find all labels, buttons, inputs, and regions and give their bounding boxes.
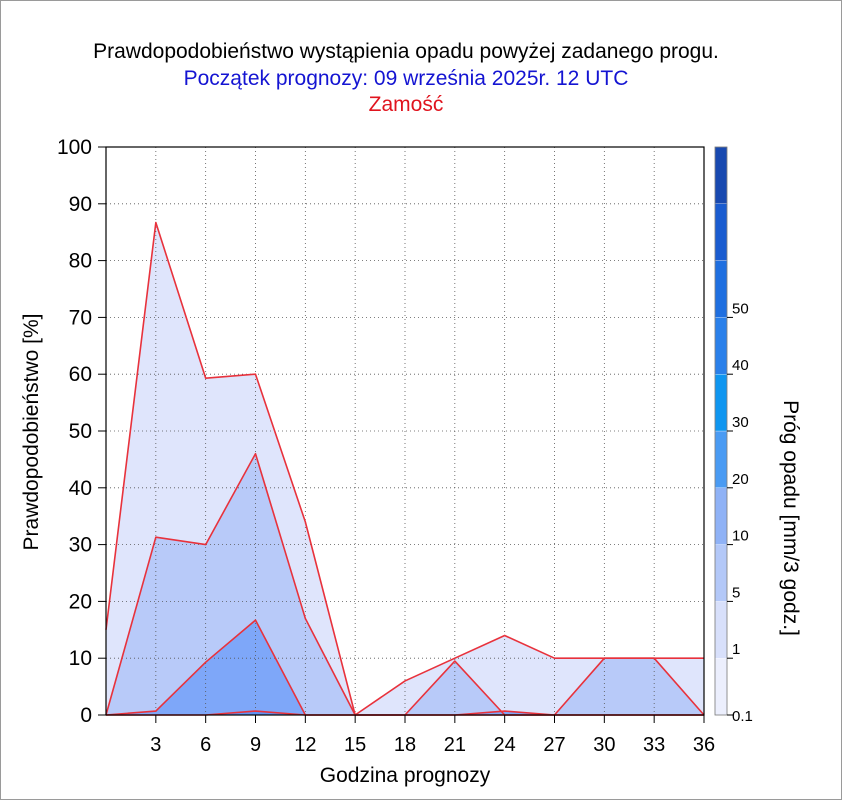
location-label: Zamość — [368, 93, 444, 116]
colorbar — [714, 146, 728, 716]
colorbar-segment-3 — [714, 487, 728, 545]
x-tick-label-8: 27 — [543, 734, 565, 756]
y-tick-label-5: 50 — [69, 420, 92, 443]
x-tick-label-9: 30 — [593, 734, 615, 756]
x-tick-label-10: 33 — [643, 734, 665, 756]
x-tick-label-1: 6 — [200, 734, 211, 756]
y-tick-label-6: 60 — [69, 363, 92, 386]
colorbar-segment-1 — [714, 601, 728, 659]
colorbar-tick-label-3: 10 — [732, 528, 749, 545]
x-tick-label-6: 21 — [444, 734, 466, 756]
y-tick-label-1: 10 — [69, 647, 92, 670]
colorbar-segment-9 — [714, 146, 728, 204]
colorbar-tick-label-6: 40 — [732, 357, 749, 374]
colorbar-tick-label-0: 0.1 — [732, 708, 753, 725]
colorbar-segment-0 — [714, 658, 728, 716]
y-tick-label-0: 0 — [80, 704, 92, 727]
colorbar-segment-6 — [714, 317, 728, 375]
x-tick-label-7: 24 — [494, 734, 516, 756]
y-tick-label-4: 40 — [69, 477, 92, 500]
colorbar-ticks: 0.1 1 5 10 20 30 40 50 — [727, 300, 753, 725]
x-tick-label-5: 18 — [394, 734, 416, 756]
colorbar-segment-5 — [714, 374, 728, 432]
x-tick-label-3: 12 — [294, 734, 316, 756]
colorbar-tick-label-2: 5 — [732, 584, 740, 601]
colorbar-segment-7 — [714, 260, 728, 318]
y-tick-label-10: 100 — [57, 136, 92, 159]
x-tick-label-0: 3 — [150, 734, 161, 756]
colorbar-tick-label-7: 50 — [732, 300, 749, 317]
colorbar-tick-label-5: 30 — [732, 414, 749, 431]
y-tick-label-2: 20 — [69, 590, 92, 613]
y-tick-label-9: 90 — [69, 193, 92, 216]
colorbar-segment-4 — [714, 430, 728, 488]
y-tick-label-7: 70 — [69, 306, 92, 329]
y-tick-label-8: 80 — [69, 250, 92, 273]
y-tick-label-3: 30 — [69, 534, 92, 557]
colorbar-label: Próg opadu [mm/3 godz.] — [779, 400, 802, 636]
x-tick-label-2: 9 — [250, 734, 261, 756]
x-axis-ticks: 3 6 9 12 15 18 21 24 27 30 33 36 — [150, 715, 715, 756]
chart-subtitle: Początek prognozy: 09 września 2025r. 12… — [183, 67, 629, 90]
colorbar-tick-label-4: 20 — [732, 471, 749, 488]
area-layers — [106, 222, 704, 715]
x-tick-label-11: 36 — [693, 734, 715, 756]
colorbar-tick-label-1: 1 — [732, 641, 740, 658]
colorbar-segment-8 — [714, 203, 728, 261]
x-tick-label-4: 15 — [344, 734, 366, 756]
x-axis-label: Godzina prognozy — [320, 764, 491, 787]
area-threshold-3 — [106, 711, 704, 715]
colorbar-segment-2 — [714, 544, 728, 602]
y-axis-ticks: 0 10 20 30 40 50 60 70 80 90 100 — [57, 136, 106, 727]
y-axis-label: Prawdopodobieństwo [%] — [20, 314, 43, 551]
grid-lines — [106, 147, 704, 715]
chart-title: Prawdopodobieństwo wystąpienia opadu pow… — [93, 40, 719, 63]
